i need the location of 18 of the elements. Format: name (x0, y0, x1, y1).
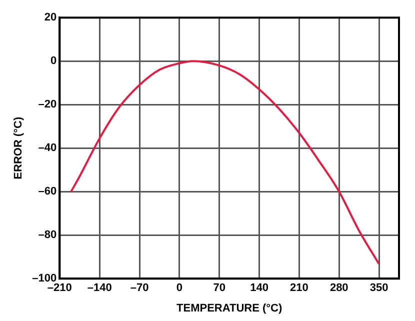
y-tick-label: 0 (50, 55, 57, 68)
x-tick-label: 350 (370, 282, 388, 294)
y-tick-label: –40 (38, 142, 57, 154)
x-axis-title: TEMPERATURE (°C) (176, 302, 282, 314)
y-axis-title: ERROR (°C) (12, 116, 25, 180)
x-tick-label: –210 (47, 282, 72, 294)
y-tick-label: –60 (38, 186, 57, 198)
x-tick-label: –140 (87, 282, 112, 294)
y-tick-label: –20 (38, 98, 57, 111)
y-tick-label: –80 (38, 229, 57, 242)
x-tick-label: 210 (290, 282, 308, 294)
x-tick-label: 140 (250, 282, 268, 294)
y-tick-label: 20 (44, 12, 57, 24)
line-series (70, 60, 380, 266)
x-tick-label: 70 (213, 282, 226, 294)
x-tick-label: –70 (130, 282, 149, 294)
x-tick-label: 280 (330, 282, 348, 294)
x-tick-label: 0 (176, 282, 182, 294)
